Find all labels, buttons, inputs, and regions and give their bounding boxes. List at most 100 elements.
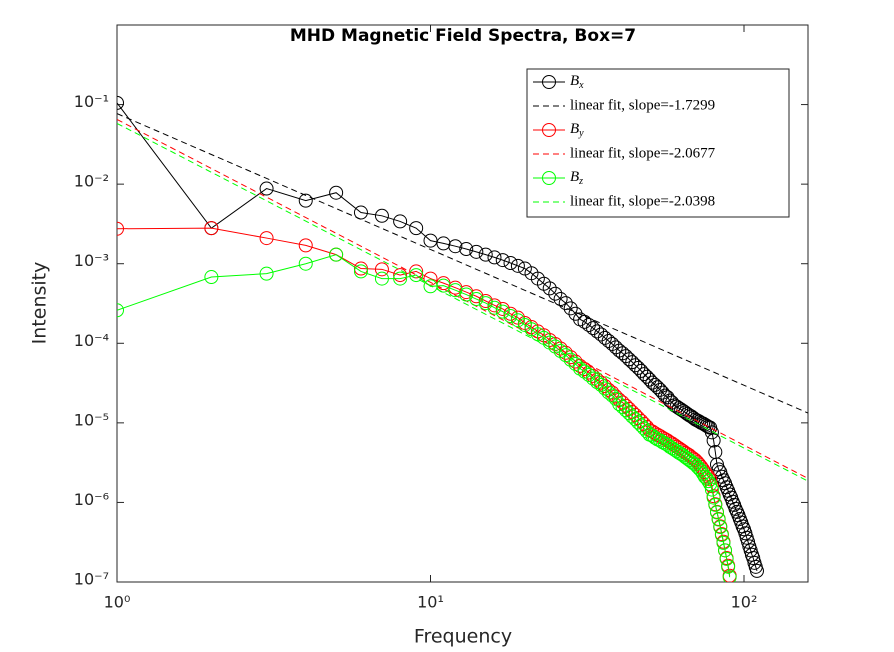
legend-symbol: B [570,169,579,185]
marker [725,494,740,509]
marker [594,377,609,392]
marker [487,250,502,265]
marker [558,296,573,311]
marker [117,221,124,236]
marker [298,256,313,271]
marker [577,364,592,379]
marker [637,367,652,382]
x-tick-label: 10¹ [417,593,444,612]
marker [503,309,518,324]
marker [448,239,463,254]
marker [259,266,274,281]
marker [353,264,368,279]
marker [568,306,583,321]
marker [722,487,737,502]
marker [495,253,510,268]
marker [393,214,408,229]
marker [510,313,525,328]
marker [469,292,484,307]
marker [719,551,734,566]
marker [259,181,274,196]
marker [749,563,764,578]
marker [495,304,510,319]
marker [117,95,124,110]
marker [703,477,718,492]
marker [634,363,649,378]
marker [393,271,408,286]
legend-symbol: B [570,121,579,137]
x-tick-label: 10² [731,593,758,612]
marker [204,221,219,236]
marker [374,262,389,277]
x-tick-label: 10⁰ [104,593,131,612]
marker [696,466,711,481]
marker [563,301,578,316]
marker [645,428,660,443]
y-tick-label: 10⁻⁵ [74,410,109,429]
marker [298,193,313,208]
marker [542,281,557,296]
marker [459,287,474,302]
y-axis-label: Intensity [29,262,51,345]
marker [718,543,733,558]
marker [204,270,219,285]
marker [704,425,719,440]
legend-marker [542,171,556,185]
marker [558,348,573,363]
marker [469,244,484,259]
marker [704,482,719,497]
legend-subscript: x [578,80,584,91]
marker [716,535,731,550]
legend-label: Bx [570,73,584,91]
marker [709,505,724,520]
marker [548,339,563,354]
marker [660,390,675,405]
marker [329,247,344,262]
plot-marks [117,95,808,582]
legend-label: Bz [570,169,583,187]
marker [353,261,368,276]
marker [647,377,662,392]
marker [628,358,643,373]
marker [713,520,728,535]
legend-subscript: y [578,128,584,139]
marker [478,296,493,311]
marker [259,231,274,246]
marker [704,479,719,494]
marker [655,385,670,400]
y-tick-label: 10⁻² [74,172,109,191]
marker [581,367,596,382]
marker [409,264,424,279]
marker [701,474,716,489]
marker [653,382,668,397]
legend-label: linear fit, slope=-1.7299 [570,97,715,113]
marker [597,381,612,396]
chart-title: MHD Magnetic Field Spectra, Box=7 [290,26,636,46]
marker [409,268,424,283]
x-axis-label: Frequency [414,626,512,648]
marker [393,268,408,283]
marker [746,551,761,566]
legend-marker [542,75,556,89]
marker [697,469,712,484]
legend-subscript: z [578,176,583,187]
marker [563,352,578,367]
marker [628,407,643,422]
marker [553,343,568,358]
marker [605,388,620,403]
marker [728,501,743,516]
marker [510,258,525,273]
marker [329,185,344,200]
marker [548,286,563,301]
y-tick-label: 10⁻¹ [74,92,109,111]
marker [374,208,389,223]
marker [478,247,493,262]
marker [721,559,736,574]
marker [714,527,729,542]
legend [526,68,790,218]
marker [459,242,474,257]
marker [374,271,389,286]
y-tick-label: 10⁻⁴ [74,331,109,350]
marker [631,415,646,430]
marker [650,380,665,395]
